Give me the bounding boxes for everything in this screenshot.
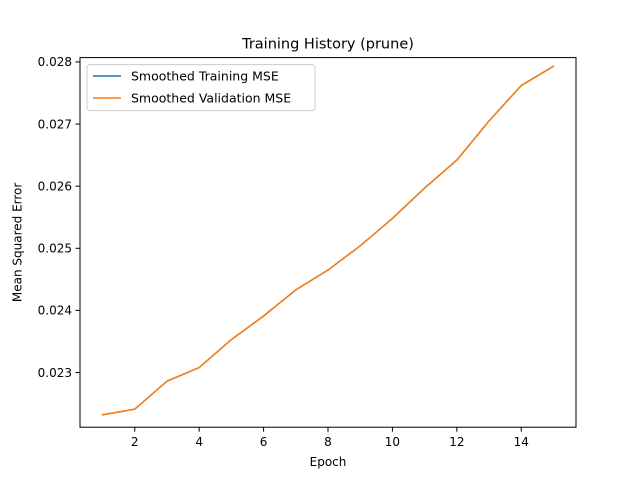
x-axis-label: Epoch [310, 455, 347, 469]
x-tick-label: 6 [260, 435, 268, 449]
y-tick-label: 0.026 [38, 179, 72, 193]
y-tick-label: 0.025 [38, 242, 72, 256]
legend: Smoothed Training MSE Smoothed Validatio… [86, 64, 316, 112]
chart-title: Training History (prune) [241, 37, 414, 53]
plot-area [80, 57, 576, 428]
legend-label-training: Smoothed Training MSE [131, 69, 279, 84]
x-tick-label: 12 [449, 435, 464, 449]
x-axis-ticks: 2 4 6 8 10 12 14 [131, 427, 529, 449]
x-tick-label: 2 [131, 435, 139, 449]
legend-box [86, 64, 316, 112]
x-tick-label: 4 [195, 435, 203, 449]
y-tick-label: 0.023 [38, 366, 72, 380]
y-axis-ticks: 0.023 0.024 0.025 0.026 0.027 0.028 [38, 55, 80, 380]
y-axis-label: Mean Squared Error [11, 183, 25, 303]
y-tick-label: 0.027 [38, 117, 72, 131]
legend-label-validation: Smoothed Validation MSE [131, 91, 291, 106]
x-tick-label: 8 [324, 435, 332, 449]
y-tick-label: 0.028 [38, 55, 72, 69]
x-tick-label: 10 [385, 435, 400, 449]
series-line-smoothed-validation-mse [101, 65, 555, 416]
series-layer [101, 65, 555, 416]
x-tick-label: 14 [514, 435, 529, 449]
y-tick-label: 0.024 [38, 304, 72, 318]
